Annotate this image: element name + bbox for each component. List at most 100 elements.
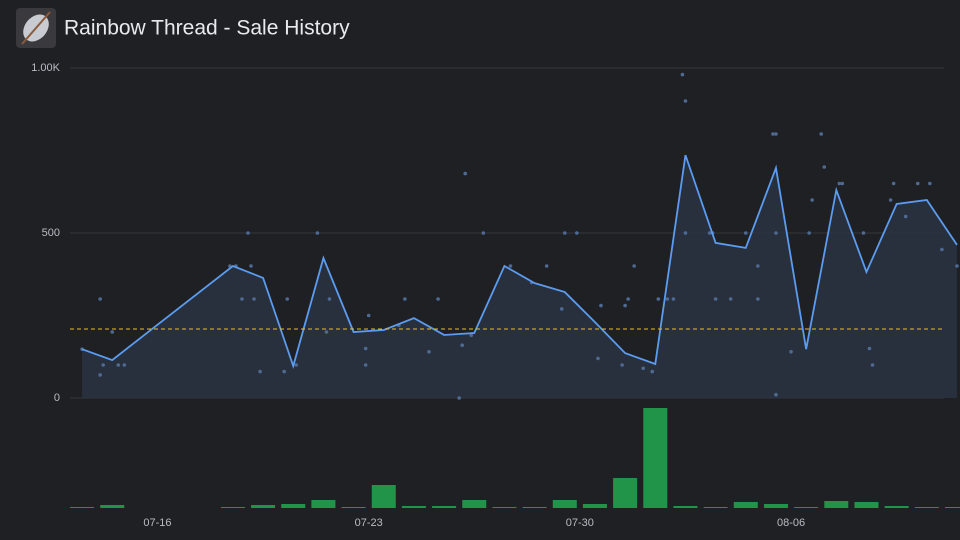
volume-bar (733, 502, 758, 508)
sale-point (252, 297, 256, 301)
sale-point (822, 165, 827, 169)
sale-point (683, 231, 688, 235)
sale-point (656, 297, 661, 301)
x-tick-label: 07-16 (143, 517, 171, 529)
volume-bar (281, 504, 306, 508)
sale-point (282, 369, 287, 374)
x-tick-label: 08-06 (777, 517, 805, 529)
volume-bar (70, 507, 95, 508)
volume-bar (100, 505, 125, 508)
sale-point (544, 264, 549, 268)
y-tick-label: 1.00K (31, 62, 60, 74)
x-tick-label: 07-23 (355, 517, 383, 529)
sale-point (626, 297, 630, 301)
sale-point (819, 132, 824, 136)
sale-point (928, 181, 932, 186)
y-tick-label: 500 (42, 227, 60, 239)
volume-bar (522, 507, 547, 508)
sale-point (460, 343, 465, 348)
volume-bar (643, 408, 668, 508)
sale-point (683, 99, 688, 103)
sale-point (562, 231, 567, 235)
volume-bar (824, 501, 849, 508)
sale-point (632, 264, 636, 268)
sale-point (116, 363, 121, 367)
sale-point (98, 297, 102, 301)
sale-point (807, 231, 811, 235)
volume-bar (613, 478, 638, 508)
sale-point (246, 231, 250, 235)
volume-bar (673, 506, 698, 508)
sale-point (427, 350, 431, 354)
sale-point (756, 297, 760, 301)
sale-point (249, 264, 253, 268)
sale-point (463, 171, 468, 176)
sale-point (436, 297, 440, 301)
price-line (81, 154, 958, 370)
sale-point (650, 369, 655, 374)
x-tick-label: 07-30 (566, 517, 594, 529)
sale-point (713, 297, 718, 301)
sale-point (481, 231, 486, 235)
sale-point (469, 333, 474, 338)
sale-point (457, 396, 461, 400)
sale-point (508, 264, 513, 268)
sale-point (110, 330, 115, 334)
sale-point (575, 231, 579, 235)
sale-point (671, 297, 676, 301)
sale-point (363, 363, 368, 367)
sale-point (903, 214, 908, 219)
volume-bar (703, 507, 728, 508)
volume-bar (492, 507, 517, 508)
sale-point (837, 181, 842, 186)
volume-bar (914, 507, 939, 508)
volume-bar (220, 507, 245, 508)
volume-bar (884, 506, 909, 508)
sale-point (774, 392, 778, 397)
volume-bar (552, 500, 577, 508)
volume-bar (432, 506, 457, 508)
volume-bar (462, 500, 487, 508)
sale-point (955, 264, 959, 268)
sale-point (122, 363, 127, 367)
sale-point (596, 356, 600, 361)
sale-point (315, 231, 320, 235)
volume-bar (582, 504, 607, 508)
sale-point (728, 297, 733, 301)
volume-bar (763, 504, 788, 508)
sale-point (559, 307, 564, 311)
sale-point (891, 181, 896, 186)
volume-bar (854, 502, 879, 508)
sale-point (623, 303, 627, 308)
sale-point (620, 363, 624, 367)
sale-point (258, 369, 262, 374)
sale-point (789, 350, 793, 354)
sale-point (940, 247, 944, 252)
volume-bar (371, 485, 396, 508)
sale-point (101, 363, 105, 367)
sale-point (870, 363, 875, 367)
volume-bar (794, 507, 819, 508)
volume-bar (401, 506, 426, 508)
sale-point (327, 297, 332, 301)
sale-point (599, 303, 603, 308)
area (82, 155, 957, 398)
item-icon-needle (21, 11, 51, 45)
sale-point (771, 132, 775, 136)
sale-point (366, 313, 371, 318)
sale-point (98, 373, 102, 377)
sale-point (363, 346, 368, 351)
sale-point (680, 72, 685, 77)
volume-bar (944, 507, 960, 508)
volume-bar (311, 500, 336, 508)
sale-point (810, 198, 814, 202)
sale-point (641, 366, 646, 371)
sale-point (240, 297, 244, 301)
sale-point (888, 198, 893, 202)
sale-point (867, 346, 872, 351)
sale-point (285, 297, 290, 301)
sale-point (840, 181, 845, 186)
sale-point (756, 264, 760, 268)
sale-point (774, 231, 778, 235)
